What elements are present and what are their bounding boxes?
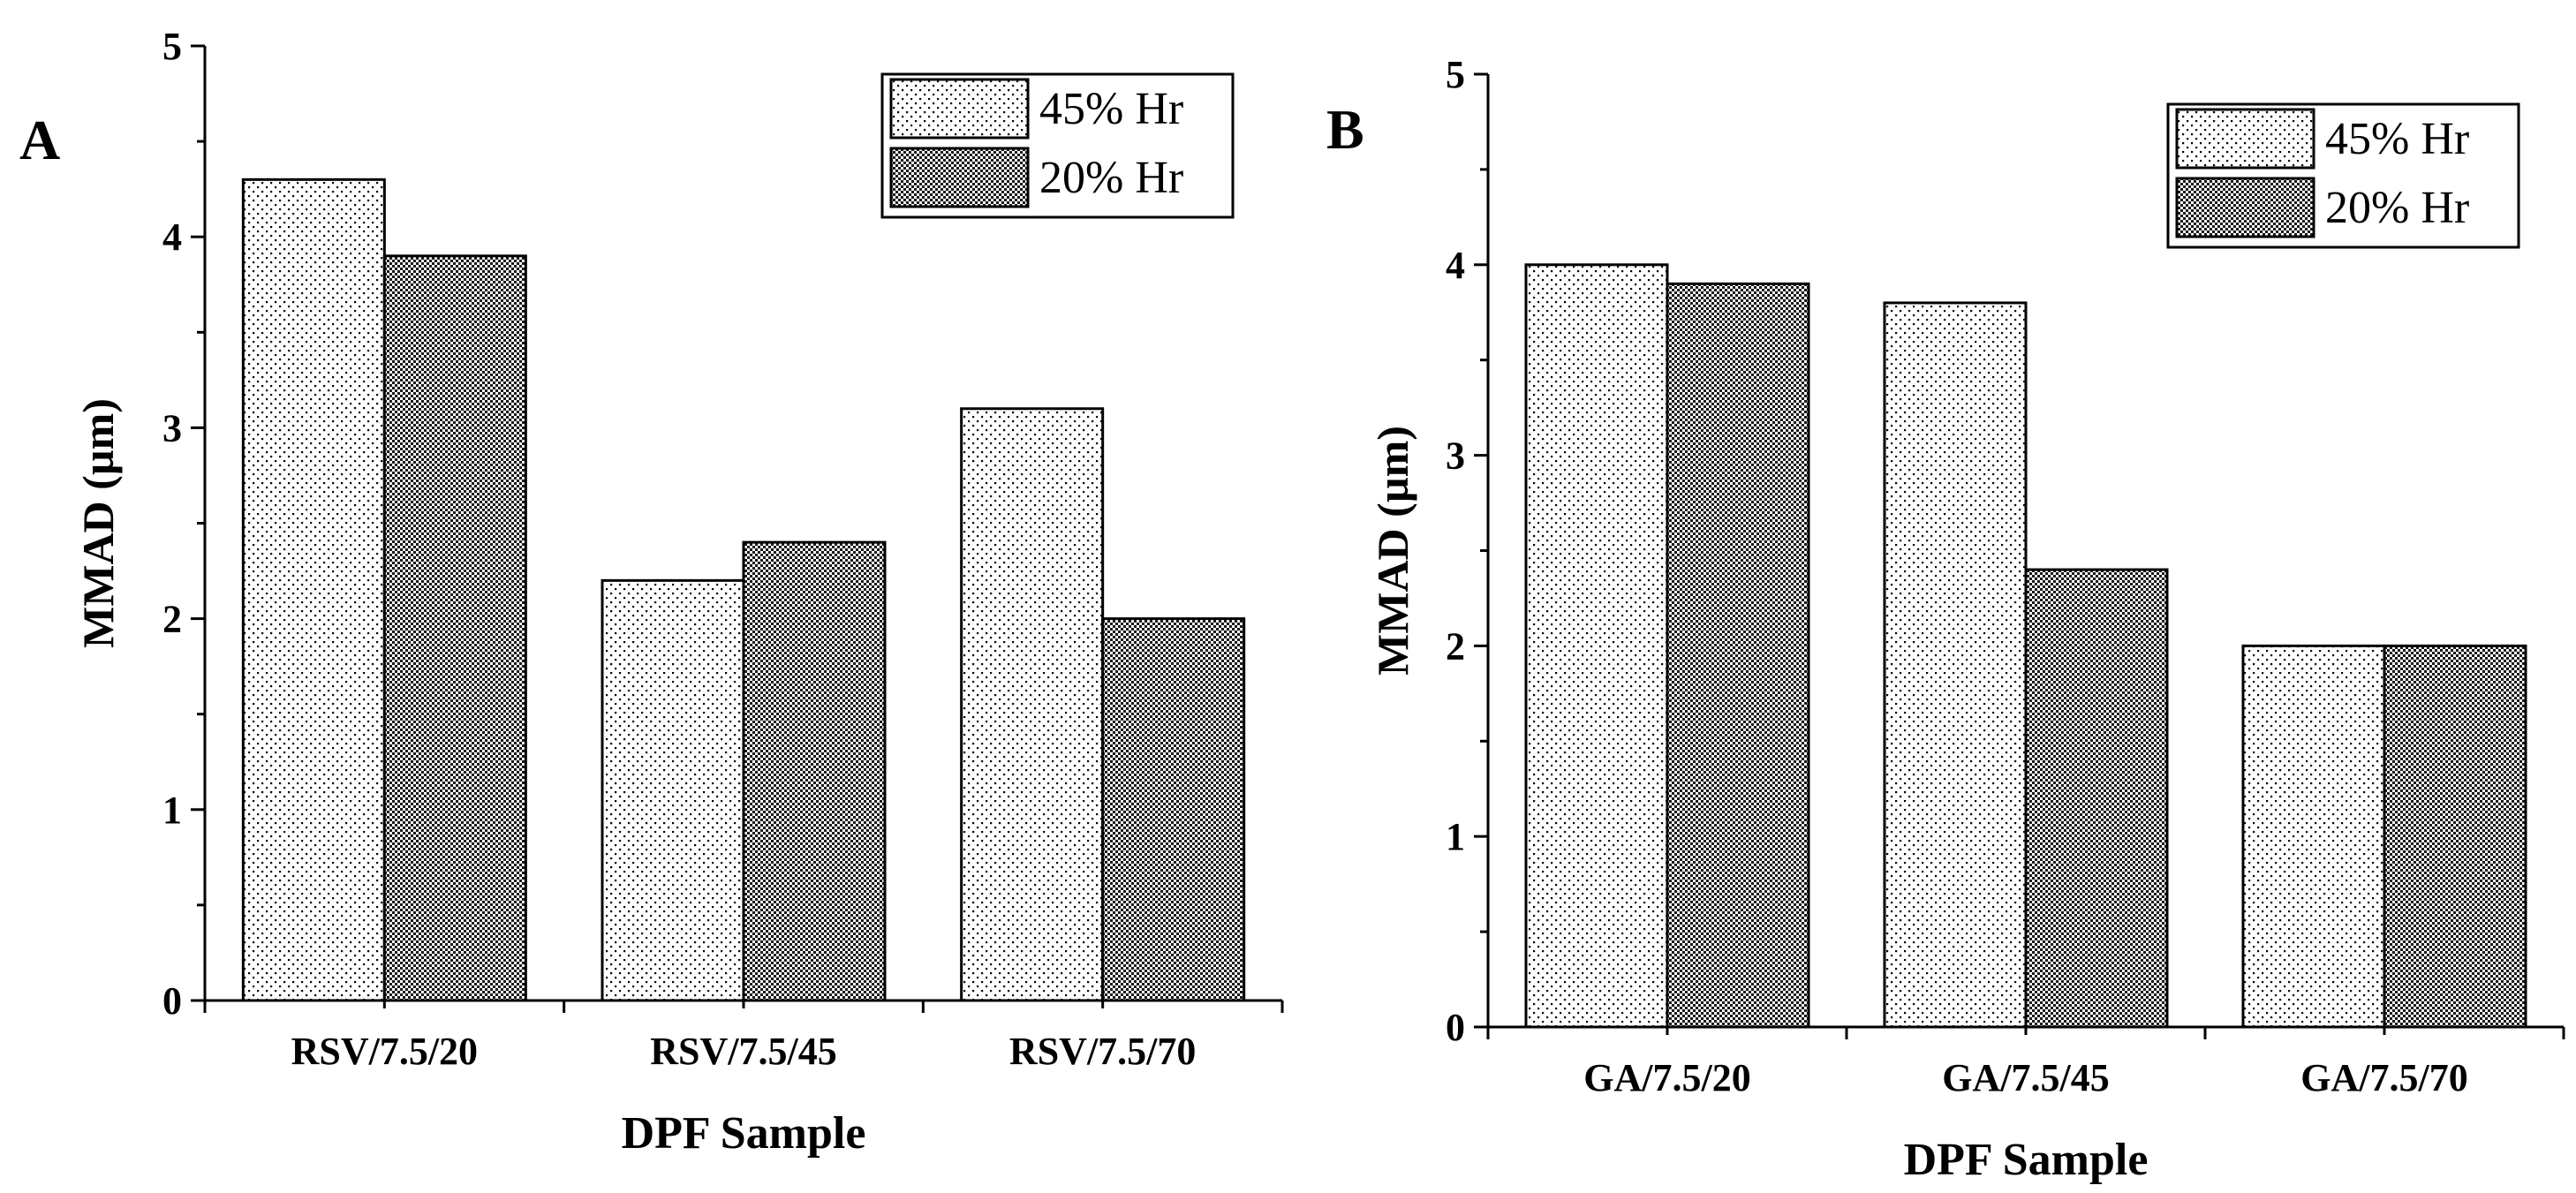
y-tick-label: 5 [1446,53,1465,96]
y-tick-label: 4 [162,215,182,259]
x-category-label: RSV/7.5/20 [291,1030,478,1073]
y-tick-label: 2 [162,598,182,641]
y-tick-label: 2 [1446,624,1465,668]
x-category-label: GA/7.5/70 [2300,1056,2467,1099]
legend: 45% Hr 20% Hr [2166,102,2520,249]
bar-ga-7-5-70-45-hr [2241,644,2386,1029]
bar-ga-7-5-20-20-hr [1666,282,1810,1029]
y-tick-label: 0 [1446,1006,1465,1049]
y-axis-label: MMAD (µm) [73,398,123,648]
panel-label-a: A [19,109,60,171]
y-tick-label: 1 [1446,815,1465,858]
y-tick-label: 3 [1446,434,1465,478]
y-tick-label: 0 [162,979,182,1023]
bar-ga-7-5-70-20-hr [2383,644,2527,1029]
bar-rsv-7-5-70-45-hr [960,407,1105,1002]
bar-ga-7-5-20-45-hr [1524,263,1669,1029]
legend-label: 45% Hr [2325,114,2469,164]
legend-label: 20% Hr [1039,153,1183,203]
x-category-label: RSV/7.5/70 [1009,1030,1196,1073]
x-axis-label: DPF Sample [1904,1135,2149,1185]
bar-ga-7-5-45-45-hr [1883,301,2028,1029]
bar-rsv-7-5-45-45-hr [601,578,745,1002]
x-category-label: GA/7.5/20 [1583,1056,1750,1099]
bar-rsv-7-5-70-20-hr [1101,617,1246,1002]
bar-rsv-7-5-20-20-hr [382,254,527,1002]
legend-swatch-20-hr [889,147,1030,208]
legend-label: 45% Hr [1039,84,1183,134]
legend-swatch-45-hr [889,78,1030,140]
legend-swatch-20-hr [2175,177,2315,238]
y-tick-label: 1 [162,789,182,832]
y-tick-label: 5 [162,25,182,68]
y-axis-label: MMAD (µm) [1368,426,1417,676]
bar-ga-7-5-45-20-hr [2024,568,2169,1029]
y-tick-label: 3 [162,406,182,449]
chart-panel-a: 0 1 2 3 4 5 RSV/7.5/20 RSV/7.5/45 RSV/7.5/70 DPF … [19,25,1284,1159]
legend-swatch-45-hr [2175,108,2315,170]
x-category-label: RSV/7.5/45 [650,1030,836,1073]
chart-panel-b: 0 1 2 3 4 5 GA/7.5/20 GA/7.5/45 GA/7.5/70 DPF Sam… [1326,53,2565,1185]
panel-label-b: B [1326,98,1364,161]
x-axis-label: DPF Sample [622,1108,866,1159]
bar-rsv-7-5-45-20-hr [742,540,887,1002]
x-category-label: GA/7.5/45 [1942,1056,2109,1099]
bar-rsv-7-5-20-45-hr [241,177,386,1002]
legend-label: 20% Hr [2325,183,2469,233]
legend: 45% Hr 20% Hr [880,72,1235,219]
y-tick-label: 4 [1446,244,1465,287]
